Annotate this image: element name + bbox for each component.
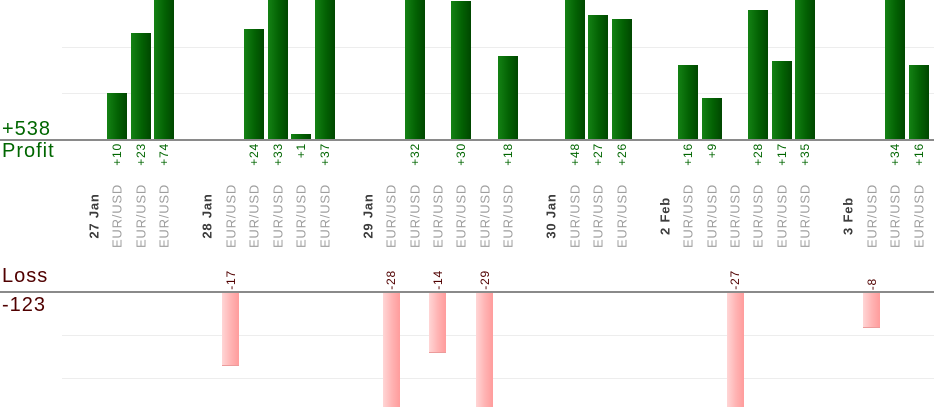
instrument-label: EUR/USD: [109, 183, 125, 249]
profit-bar: [748, 10, 769, 139]
profit-bar: [564, 0, 585, 139]
profit-value-label: +37: [317, 143, 332, 166]
instrument-label: EUR/USD: [246, 183, 262, 249]
loss-bar: [726, 293, 744, 407]
instrument-label: EUR/USD: [293, 183, 309, 249]
profit-value-label: +26: [614, 143, 629, 166]
gridline: [62, 335, 934, 336]
profit-value-label: +1: [294, 143, 309, 159]
profit-bar: [771, 60, 792, 139]
date-label: 3 Feb: [840, 197, 856, 235]
instrument-label: EUR/USD: [500, 183, 516, 249]
profit-value-label: +16: [681, 143, 696, 166]
instrument-label: EUR/USD: [133, 183, 149, 249]
instrument-label: EUR/USD: [911, 183, 927, 249]
profit-bar: [404, 0, 425, 139]
profit-axis-line: [0, 139, 934, 141]
profit-value-label: +35: [798, 143, 813, 166]
profit-value-label: +30: [454, 143, 469, 166]
loss-bar: [476, 293, 494, 407]
loss-value-label: -29: [477, 270, 492, 290]
instrument-label: EUR/USD: [383, 183, 399, 249]
instrument-label: EUR/USD: [680, 183, 696, 249]
instrument-label: EUR/USD: [887, 183, 903, 249]
loss-axis-line: [0, 291, 934, 293]
loss-value-label: -14: [430, 270, 445, 290]
profit-value-label: +28: [751, 143, 766, 166]
loss-bar: [863, 293, 881, 328]
profit-value-label: +33: [270, 143, 285, 166]
loss-bar: [382, 293, 400, 407]
instrument-label: EUR/USD: [797, 183, 813, 249]
instrument-label: EUR/USD: [156, 183, 172, 249]
instrument-label: EUR/USD: [727, 183, 743, 249]
loss-bar: [429, 293, 447, 354]
loss-total-label: -123: [2, 294, 47, 316]
loss-value-label: -28: [384, 270, 399, 290]
profit-value-label: +17: [774, 143, 789, 166]
profit-bar: [107, 93, 128, 139]
profit-axis-label: Profit: [2, 140, 55, 162]
instrument-label: EUR/USD: [704, 183, 720, 249]
profit-value-label: +9: [704, 143, 719, 159]
gridline: [62, 93, 934, 94]
profit-bar: [130, 33, 151, 139]
profit-bar: [314, 0, 335, 139]
instrument-label: EUR/USD: [567, 183, 583, 249]
profit-plot-area: [0, 0, 934, 139]
profit-value-label: +32: [407, 143, 422, 166]
profit-bar: [267, 0, 288, 139]
profit-bar: [154, 0, 175, 139]
date-label: 28 Jan: [199, 193, 215, 239]
instrument-label: EUR/USD: [750, 183, 766, 249]
instrument-label: EUR/USD: [453, 183, 469, 249]
instrument-label: EUR/USD: [774, 183, 790, 249]
profit-total-label: +538: [2, 118, 52, 140]
profit-bar: [678, 65, 699, 139]
loss-plot-area: [0, 293, 934, 407]
profit-value-label: +74: [157, 143, 172, 166]
instrument-label: EUR/USD: [477, 183, 493, 249]
profit-value-label: +34: [888, 143, 903, 166]
profit-value-label: +23: [133, 143, 148, 166]
profit-bar: [908, 65, 929, 139]
instrument-label: EUR/USD: [317, 183, 333, 249]
instrument-label: EUR/USD: [590, 183, 606, 249]
instrument-label: EUR/USD: [407, 183, 422, 249]
profit-bar: [451, 1, 472, 139]
gridline: [62, 47, 934, 48]
profit-bar: [611, 19, 632, 139]
loss-axis-label: Loss: [2, 265, 49, 287]
gridline: [62, 378, 934, 379]
instrument-label: EUR/USD: [223, 183, 239, 249]
profit-value-label: +18: [501, 143, 516, 166]
profit-value-label: +16: [911, 143, 926, 166]
loss-bar: [222, 293, 240, 366]
date-label: 30 Jan: [543, 193, 559, 239]
date-label: 29 Jan: [360, 193, 376, 239]
instrument-label: EUR/USD: [430, 183, 446, 249]
profit-value-label: +27: [591, 143, 606, 166]
date-label: 2 Feb: [657, 197, 673, 235]
profit-value-label: +48: [567, 143, 582, 166]
profit-bar: [588, 14, 609, 139]
date-label: 27 Jan: [86, 193, 102, 239]
profit-bar: [244, 28, 265, 139]
loss-value-label: -8: [864, 277, 879, 290]
loss-value-label: -27: [728, 270, 742, 290]
profit-bar: [795, 0, 816, 139]
profit-bar: [291, 134, 312, 139]
profit-value-label: +24: [247, 143, 262, 166]
profit-bar: [498, 56, 519, 139]
profit-value-label: +10: [110, 143, 125, 166]
instrument-label: EUR/USD: [864, 183, 880, 249]
instrument-label: EUR/USD: [614, 183, 630, 249]
instrument-label: EUR/USD: [270, 183, 286, 249]
loss-value-label: -17: [223, 270, 238, 290]
profit-bar: [701, 97, 722, 139]
profit-bar: [885, 0, 906, 139]
